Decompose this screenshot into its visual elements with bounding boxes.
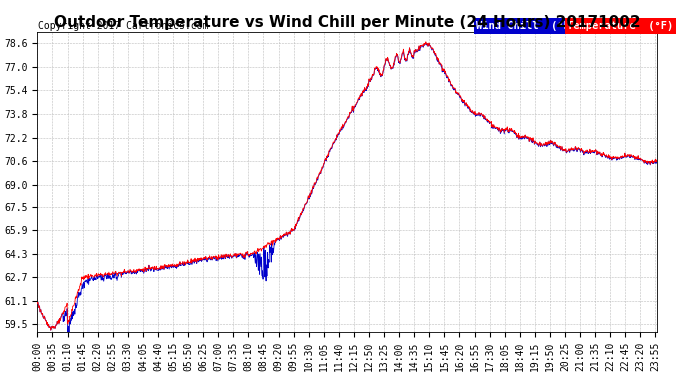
- Text: Copyright 2017 Cartronics.com: Copyright 2017 Cartronics.com: [38, 21, 208, 31]
- Title: Outdoor Temperature vs Wind Chill per Minute (24 Hours) 20171002: Outdoor Temperature vs Wind Chill per Mi…: [54, 15, 640, 30]
- Text: Temperature  (°F): Temperature (°F): [567, 21, 673, 31]
- Text: Wind Chill  (°F): Wind Chill (°F): [476, 21, 576, 31]
